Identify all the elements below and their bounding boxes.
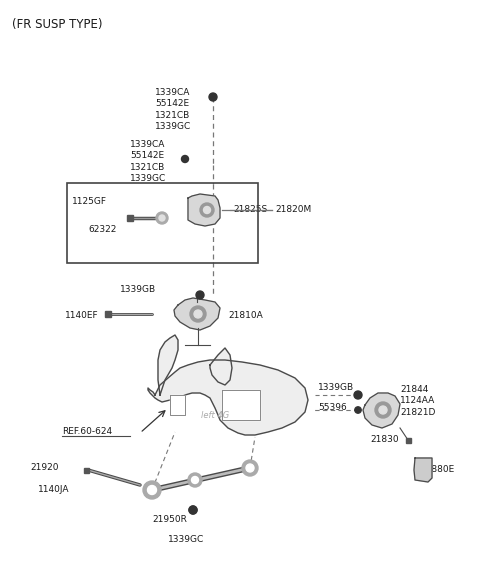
Circle shape [200,203,214,217]
Circle shape [190,306,206,322]
Text: 21810A: 21810A [228,310,263,320]
Polygon shape [188,194,220,226]
Text: 1140EF: 1140EF [65,310,98,320]
Polygon shape [170,395,185,415]
Text: 1339GB: 1339GB [120,286,156,294]
Circle shape [209,93,217,101]
Circle shape [189,506,197,514]
Polygon shape [222,390,260,420]
Text: 1339GC: 1339GC [168,536,204,544]
Text: 1339CA
55142E
1321CB
1339GC: 1339CA 55142E 1321CB 1339GC [130,140,166,183]
Circle shape [156,212,168,224]
Circle shape [181,156,189,162]
Text: 21830: 21830 [370,435,398,445]
Circle shape [159,215,165,221]
Bar [105,311,111,317]
Text: left 4G: left 4G [201,411,229,419]
Circle shape [147,486,156,495]
Text: (FR SUSP TYPE): (FR SUSP TYPE) [12,18,103,31]
Circle shape [246,464,254,472]
Circle shape [188,473,202,487]
Text: REF.60-624: REF.60-624 [62,427,112,437]
Circle shape [242,460,258,476]
Polygon shape [174,298,220,330]
Text: 21950R: 21950R [152,514,187,524]
Text: 1339CA
55142E
1321CB
1339GC: 1339CA 55142E 1321CB 1339GC [155,88,191,131]
Text: 21880E: 21880E [420,465,454,475]
Circle shape [379,406,387,414]
Text: 21844
1124AA
21821D: 21844 1124AA 21821D [400,385,435,417]
Circle shape [375,402,391,418]
Polygon shape [148,360,308,435]
Bar [84,468,88,472]
Polygon shape [210,348,232,385]
Bar [67,183,258,263]
Circle shape [204,207,211,214]
Circle shape [196,291,204,299]
Circle shape [192,476,199,483]
Polygon shape [414,458,432,482]
Circle shape [355,407,361,413]
Circle shape [143,481,161,499]
Polygon shape [363,393,400,428]
Bar [127,215,133,221]
Polygon shape [158,335,178,395]
Text: 21920: 21920 [30,464,59,472]
Text: 55396: 55396 [318,403,347,411]
Text: 1140JA: 1140JA [38,486,70,495]
Bar [406,438,410,442]
Circle shape [354,391,362,399]
Text: 21820M: 21820M [275,206,311,214]
Text: 1339GB: 1339GB [318,384,354,392]
Text: 1125GF: 1125GF [72,198,107,207]
Text: 21825S: 21825S [233,206,267,214]
Text: 62322: 62322 [88,225,116,234]
Circle shape [194,310,202,318]
Circle shape [189,506,197,514]
